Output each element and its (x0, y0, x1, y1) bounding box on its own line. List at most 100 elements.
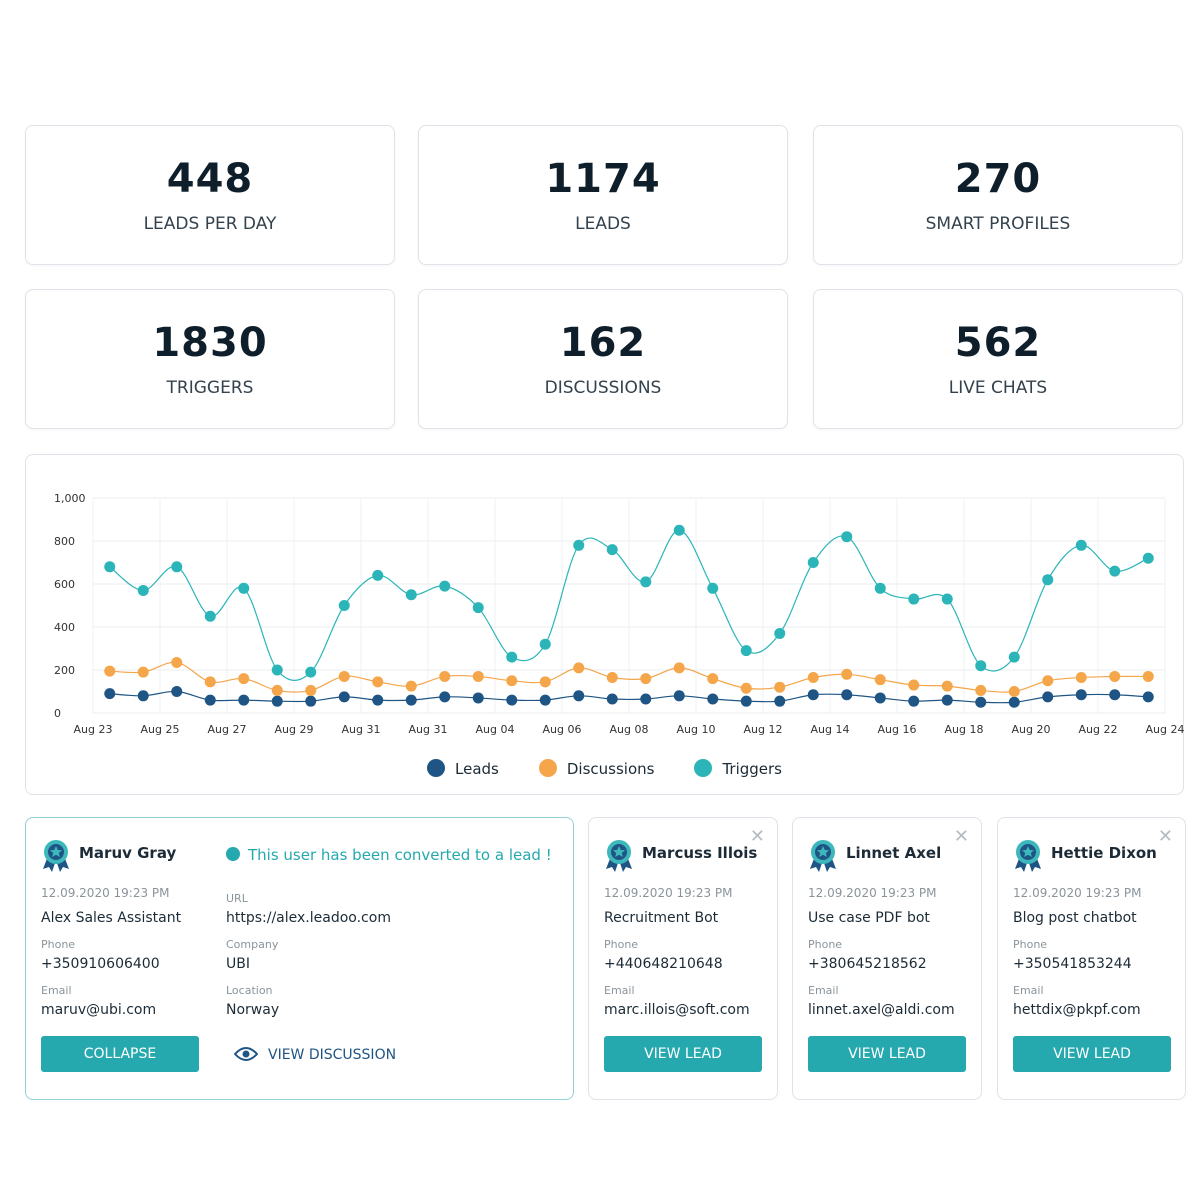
data-point (908, 593, 920, 605)
data-point (439, 691, 451, 703)
lead-name: Maruv Gray (79, 844, 177, 862)
data-point (137, 690, 149, 702)
data-point (238, 694, 250, 706)
x-tick-label: Aug 22 (1079, 723, 1118, 736)
data-point (606, 693, 618, 705)
card-button[interactable]: VIEW LEAD (808, 1036, 966, 1072)
data-point (941, 680, 953, 692)
phone-label: Phone (41, 938, 76, 951)
data-point (137, 584, 149, 596)
x-tick-label: Aug 06 (543, 723, 582, 736)
data-point (640, 673, 652, 685)
stat-label: DISCUSSIONS (544, 378, 662, 398)
data-point (573, 539, 585, 551)
stat-label: LIVE CHATS (948, 378, 1048, 398)
x-tick-label: Aug 31 (409, 723, 448, 736)
lead-bot: Alex Sales Assistant (41, 910, 182, 926)
data-point (338, 691, 350, 703)
url-label: URL (226, 892, 248, 905)
x-tick-label: Aug 18 (945, 723, 984, 736)
card-button[interactable]: VIEW LEAD (604, 1036, 762, 1072)
data-point (338, 600, 350, 611)
data-point (707, 673, 719, 685)
x-tick-label: Aug 20 (1012, 723, 1051, 736)
data-point (539, 676, 551, 688)
check-icon (226, 847, 240, 861)
legend-item[interactable]: Leads (427, 759, 499, 778)
data-point (238, 673, 250, 685)
legend-label: Triggers (722, 760, 782, 778)
data-point (908, 695, 920, 707)
data-point (874, 674, 886, 686)
data-point (204, 694, 216, 706)
data-point (975, 684, 987, 696)
stat-card: 448 LEADS PER DAY (25, 125, 395, 265)
data-point (137, 666, 149, 678)
phone: +380645218562 (808, 956, 927, 972)
stat-value: 270 (954, 156, 1042, 202)
data-point (673, 524, 685, 536)
data-point (1142, 670, 1154, 682)
lead-card: Maruv Gray 12.09.2020 19:23 PM Alex Sales … (25, 817, 574, 1100)
data-point (640, 576, 652, 588)
data-point (372, 676, 384, 688)
y-tick-label: 400 (54, 621, 75, 634)
data-point (104, 688, 116, 700)
data-point (841, 689, 853, 701)
data-point (707, 693, 719, 705)
data-point (506, 675, 518, 687)
lead-card: Linnet Axel 12.09.2020 19:23 PM Use case P… (792, 817, 982, 1100)
stat-card: 162 DISCUSSIONS (418, 289, 788, 429)
data-point (104, 561, 116, 573)
legend-item[interactable]: Discussions (538, 759, 654, 778)
stat-card: 1174 LEADS (418, 125, 788, 265)
data-point (606, 672, 618, 684)
location-label: Location (226, 984, 273, 997)
data-point (707, 582, 719, 594)
card-button[interactable]: VIEW LEAD (1013, 1036, 1171, 1072)
data-point (975, 660, 987, 672)
data-point (1042, 691, 1054, 703)
stat-value: 162 (559, 320, 647, 366)
x-tick-label: Aug 24 (1146, 723, 1185, 736)
data-point (774, 627, 786, 639)
close-button[interactable]: ✕ (1157, 826, 1173, 847)
data-point (774, 695, 786, 707)
phone: +350910606400 (41, 956, 160, 972)
company: UBI (226, 956, 250, 972)
data-point (841, 668, 853, 680)
phone-label: Phone (1013, 938, 1048, 951)
data-point (305, 666, 317, 678)
data-point (1109, 565, 1121, 577)
data-point (238, 582, 250, 594)
email-label: Email (604, 984, 635, 997)
stat-label: TRIGGERS (166, 378, 254, 398)
legend-item[interactable]: Triggers (694, 759, 782, 778)
close-button[interactable]: ✕ (953, 826, 969, 847)
data-point (941, 593, 953, 605)
stat-label: SMART PROFILES (925, 214, 1071, 234)
stat-label: LEADS PER DAY (143, 214, 277, 234)
email: linnet.axel@aldi.com (808, 1002, 955, 1018)
data-point (271, 664, 283, 676)
lead-name: Marcuss Illois (642, 844, 758, 862)
stat-card: 562 LIVE CHATS (813, 289, 1183, 429)
data-point (1075, 539, 1087, 551)
data-point (405, 694, 417, 706)
data-point (874, 692, 886, 704)
data-point (405, 680, 417, 692)
lead-bot: Use case PDF bot (808, 910, 930, 926)
lead-name: Linnet Axel (846, 844, 942, 862)
data-point (338, 670, 350, 682)
email: hettdix@pkpf.com (1013, 1002, 1141, 1018)
close-button[interactable]: ✕ (749, 826, 765, 847)
data-point (271, 684, 283, 696)
data-point (740, 645, 752, 657)
data-point (372, 569, 384, 581)
medal-icon (40, 838, 72, 876)
card-button[interactable]: COLLAPSE (41, 1036, 199, 1072)
medal-icon (807, 838, 839, 876)
view-discussion-link[interactable]: VIEW DISCUSSION (233, 1046, 396, 1066)
medal-icon (1012, 838, 1044, 876)
